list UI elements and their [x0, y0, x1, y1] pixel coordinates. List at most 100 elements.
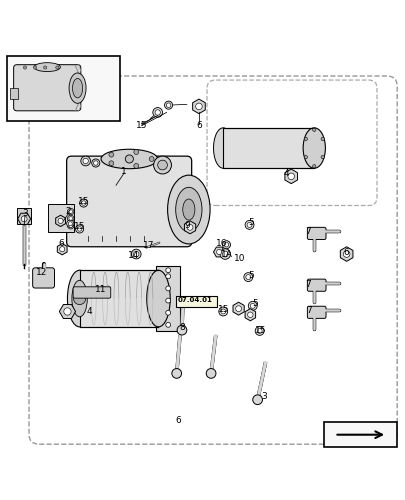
Text: 17: 17 [142, 240, 154, 250]
Circle shape [165, 322, 170, 328]
Text: 5: 5 [252, 299, 258, 308]
FancyBboxPatch shape [307, 279, 325, 291]
Text: 3: 3 [22, 209, 28, 218]
Circle shape [149, 156, 153, 162]
Ellipse shape [213, 128, 232, 168]
Ellipse shape [69, 73, 86, 104]
Circle shape [252, 395, 262, 404]
Text: 10: 10 [233, 254, 245, 264]
Circle shape [69, 224, 72, 228]
Circle shape [33, 66, 36, 69]
Ellipse shape [72, 280, 87, 317]
Polygon shape [57, 244, 67, 255]
Text: 6: 6 [343, 248, 349, 256]
Polygon shape [232, 302, 244, 315]
Ellipse shape [72, 78, 83, 98]
Text: 8: 8 [179, 323, 184, 332]
Text: 6: 6 [175, 416, 180, 425]
Text: 5: 5 [248, 270, 254, 280]
Circle shape [73, 292, 85, 304]
Polygon shape [339, 247, 352, 262]
Text: 7: 7 [305, 306, 311, 315]
Circle shape [222, 251, 228, 257]
Text: 12: 12 [35, 268, 47, 277]
Circle shape [165, 274, 170, 278]
FancyBboxPatch shape [307, 228, 325, 239]
Circle shape [303, 138, 307, 140]
FancyBboxPatch shape [66, 156, 191, 247]
Circle shape [77, 226, 82, 231]
Circle shape [164, 101, 172, 109]
Circle shape [23, 66, 26, 69]
Bar [156, 266, 179, 331]
Text: 14: 14 [128, 251, 139, 260]
Circle shape [165, 268, 170, 272]
Polygon shape [55, 215, 65, 226]
Circle shape [66, 220, 74, 228]
Circle shape [218, 307, 227, 316]
Bar [17, 208, 31, 224]
Circle shape [58, 218, 63, 224]
Circle shape [165, 286, 170, 291]
Text: 15: 15 [74, 222, 85, 232]
Circle shape [343, 251, 349, 258]
Circle shape [131, 249, 141, 259]
Circle shape [21, 216, 27, 222]
Circle shape [155, 110, 160, 115]
Circle shape [79, 199, 87, 207]
Circle shape [81, 201, 85, 205]
FancyBboxPatch shape [175, 296, 217, 306]
Circle shape [303, 156, 307, 159]
Circle shape [245, 274, 250, 280]
Circle shape [165, 298, 170, 303]
Circle shape [220, 309, 225, 314]
Circle shape [166, 103, 171, 108]
Text: 4: 4 [87, 307, 92, 316]
Circle shape [165, 310, 170, 315]
Circle shape [152, 108, 162, 118]
Circle shape [245, 220, 254, 230]
Circle shape [220, 249, 230, 260]
Circle shape [60, 246, 64, 252]
Circle shape [67, 215, 74, 222]
Ellipse shape [182, 199, 194, 220]
Text: 7: 7 [305, 228, 310, 236]
Text: 07.04.01: 07.04.01 [177, 297, 212, 303]
Circle shape [75, 225, 83, 233]
Bar [10, 88, 18, 100]
Circle shape [64, 308, 71, 315]
Circle shape [224, 242, 228, 247]
FancyBboxPatch shape [32, 268, 54, 288]
Text: 15: 15 [217, 306, 228, 314]
Ellipse shape [67, 270, 92, 327]
Ellipse shape [34, 62, 60, 72]
Bar [7, 56, 120, 120]
Circle shape [248, 302, 257, 310]
Text: 1: 1 [121, 166, 127, 175]
Text: 7: 7 [305, 280, 310, 289]
Text: 15: 15 [254, 326, 266, 334]
Polygon shape [245, 308, 255, 321]
Circle shape [177, 326, 186, 335]
FancyBboxPatch shape [307, 306, 325, 318]
Text: 2: 2 [66, 206, 71, 216]
Circle shape [68, 222, 72, 226]
Circle shape [235, 306, 241, 312]
Polygon shape [192, 99, 205, 114]
Text: 15: 15 [78, 197, 89, 206]
Ellipse shape [101, 150, 157, 169]
Polygon shape [184, 221, 195, 234]
Circle shape [93, 161, 98, 165]
Ellipse shape [175, 188, 202, 232]
Text: 16: 16 [215, 239, 227, 248]
Polygon shape [59, 304, 75, 318]
Circle shape [247, 222, 252, 228]
Circle shape [157, 160, 167, 170]
Circle shape [55, 66, 59, 69]
Circle shape [134, 150, 139, 154]
Bar [223, 128, 313, 168]
Circle shape [133, 252, 139, 256]
Circle shape [69, 216, 72, 220]
Text: 9: 9 [184, 221, 190, 230]
FancyBboxPatch shape [73, 287, 111, 298]
